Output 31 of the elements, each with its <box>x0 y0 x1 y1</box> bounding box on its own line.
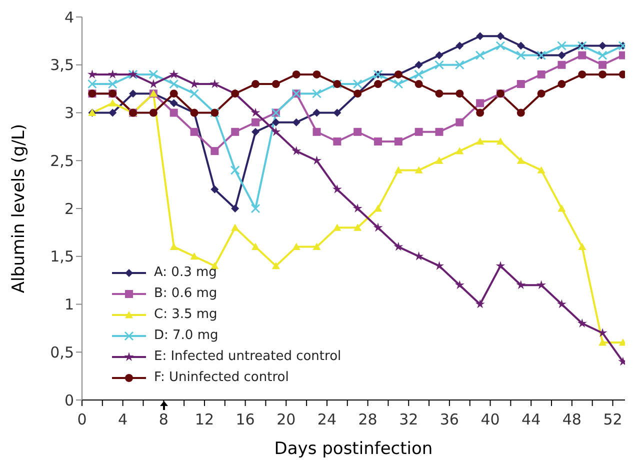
x-axis-title: Days postinfection <box>274 439 433 459</box>
x-tick-label: 12 <box>194 410 214 429</box>
legend-label: F: Uninfected control <box>154 369 289 387</box>
legend-label: E: Infected untreated control <box>154 348 342 366</box>
x-tick-label: 52 <box>603 410 622 429</box>
y-tick-label: 4 <box>64 8 74 26</box>
x-tick-label: 8 <box>158 410 168 429</box>
y-tick-label: 1,5 <box>50 248 74 266</box>
x-tick-label: 0 <box>77 410 87 429</box>
y-tick-label: 0 <box>64 391 74 410</box>
x-tick-label: 16 <box>236 410 255 429</box>
x-tick-label: 44 <box>522 410 541 429</box>
legend-label: C: 3.5 mg <box>154 306 218 324</box>
x-tick-label: 36 <box>440 410 459 429</box>
x-tick-label: 4 <box>118 410 128 429</box>
y-tick-label: 2 <box>64 200 74 218</box>
x-tick-label: 48 <box>562 410 582 429</box>
legend-label: B: 0.6 mg <box>154 285 218 303</box>
x-tick-label: 24 <box>317 410 337 429</box>
legend-label: D: 7.0 mg <box>154 327 218 345</box>
x-tick-label: 28 <box>358 410 378 429</box>
x-tick-label: 20 <box>276 410 296 429</box>
y-tick-label: 3 <box>64 104 74 122</box>
y-tick-label: 0,5 <box>50 343 74 362</box>
y-tick-label: 2,5 <box>50 152 74 170</box>
y-tick-label: 1 <box>64 296 74 314</box>
legend-label: A: 0.3 mg <box>154 264 217 282</box>
x-tick-label: 32 <box>399 410 418 429</box>
x-tick-label: 40 <box>480 410 500 429</box>
y-tick-label: 3,5 <box>50 56 74 74</box>
y-axis-title: Albumin levels (g/L) <box>9 124 30 294</box>
